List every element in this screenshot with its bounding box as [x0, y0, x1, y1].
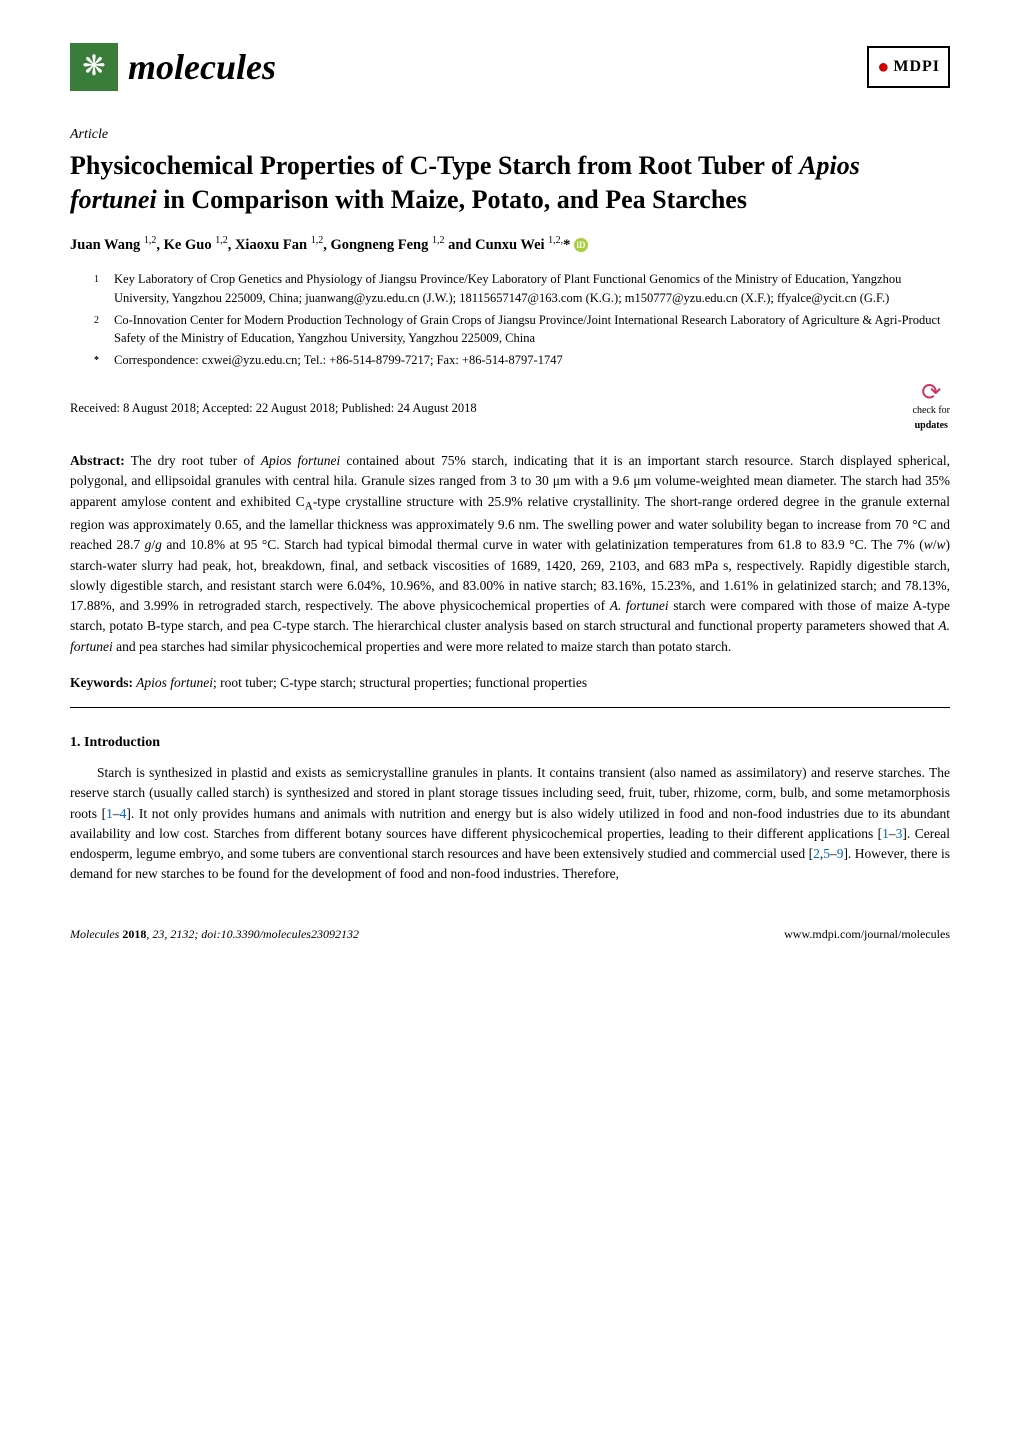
- section-1-heading: 1. Introduction: [70, 732, 950, 753]
- abstract-sub1: A: [305, 500, 313, 512]
- journal-name: molecules: [128, 40, 276, 94]
- intro-p1d: –: [889, 826, 896, 841]
- corr-text: Correspondence: cxwei@yzu.edu.cn; Tel.: …: [114, 351, 950, 370]
- ref-link-1b[interactable]: 1: [882, 826, 889, 841]
- keywords-label: Keywords:: [70, 675, 133, 690]
- publisher-name: MDPI: [893, 55, 940, 79]
- abstract-p1: The dry root tuber of: [125, 453, 261, 468]
- abstract-i5: w: [936, 537, 945, 552]
- affil-2-num: 2: [94, 311, 114, 349]
- mdpi-dot-icon: ●: [877, 52, 890, 82]
- section-divider: [70, 707, 950, 708]
- author-4-affil: 1,2: [432, 235, 445, 246]
- journal-logo-icon: ❋: [70, 43, 118, 91]
- author-2-affil: 1,2: [215, 235, 228, 246]
- keywords-i1: Apios fortunei: [133, 675, 213, 690]
- author-3-affil: 1,2: [311, 235, 324, 246]
- abstract-i6: A. fortunei: [610, 598, 669, 613]
- title-part2: in Comparison with Maize, Potato, and Pe…: [157, 185, 747, 214]
- affiliation-1: 1 Key Laboratory of Crop Genetics and Ph…: [94, 270, 950, 308]
- article-title: Physicochemical Properties of C-Type Sta…: [70, 149, 950, 217]
- abstract-p5: and 10.8% at 95 °C. Starch had typical b…: [162, 537, 924, 552]
- author-5: and Cunxu Wei: [444, 236, 548, 252]
- affil-1-text: Key Laboratory of Crop Genetics and Phys…: [114, 270, 950, 308]
- intro-paragraph-1: Starch is synthesized in plastid and exi…: [70, 763, 950, 885]
- ref-link-5[interactable]: 5: [823, 846, 830, 861]
- footer-citation: Molecules 2018, 23, 2132; doi:10.3390/mo…: [70, 925, 359, 943]
- intro-p1c: ]. It not only provides humans and anima…: [70, 806, 950, 841]
- author-5-affil: 1,2,: [548, 235, 563, 246]
- footer-year: 2018: [122, 927, 146, 941]
- corr-symbol: *: [94, 351, 114, 370]
- logo-glyph: ❋: [82, 46, 105, 88]
- affil-2-text: Co-Innovation Center for Modern Producti…: [114, 311, 950, 349]
- author-4: , Gongneng Feng: [323, 236, 432, 252]
- intro-p1b: –: [113, 806, 120, 821]
- check-updates-line1: check for: [913, 403, 950, 418]
- footer-doi: , 23, 2132; doi:10.3390/molecules2309213…: [146, 927, 359, 941]
- author-2: , Ke Guo: [156, 236, 215, 252]
- abstract-p9: and pea starches had similar physicochem…: [113, 639, 732, 654]
- corresponding-star: *: [563, 236, 570, 252]
- abstract-label: Abstract:: [70, 453, 125, 468]
- keywords: Keywords: Apios fortunei; root tuber; C-…: [70, 673, 950, 693]
- authors-line: Juan Wang 1,2, Ke Guo 1,2, Xiaoxu Fan 1,…: [70, 233, 950, 257]
- abstract-i1: Apios fortunei: [261, 453, 341, 468]
- title-part1: Physicochemical Properties of C-Type Sta…: [70, 151, 799, 180]
- abstract: Abstract: The dry root tuber of Apios fo…: [70, 451, 950, 657]
- abstract-i3: g: [155, 537, 162, 552]
- footer-url[interactable]: www.mdpi.com/journal/molecules: [784, 925, 950, 943]
- journal-logo-group: ❋ molecules: [70, 40, 276, 94]
- ref-link-1[interactable]: 1: [106, 806, 113, 821]
- affiliations-block: 1 Key Laboratory of Crop Genetics and Ph…: [70, 270, 950, 370]
- affiliation-2: 2 Co-Innovation Center for Modern Produc…: [94, 311, 950, 349]
- author-1-affil: 1,2: [144, 235, 157, 246]
- keywords-text: ; root tuber; C-type starch; structural …: [213, 675, 587, 690]
- author-1: Juan Wang: [70, 236, 144, 252]
- check-updates-line2: updates: [913, 418, 950, 433]
- check-updates-icon: ⟳: [913, 384, 950, 403]
- author-3: , Xiaoxu Fan: [228, 236, 311, 252]
- publisher-logo: ● MDPI: [867, 46, 950, 88]
- page-header: ❋ molecules ● MDPI: [70, 40, 950, 94]
- check-updates-badge[interactable]: ⟳ check for updates: [913, 384, 950, 433]
- affil-1-num: 1: [94, 270, 114, 308]
- article-type: Article: [70, 124, 950, 145]
- intro-p1g: –: [830, 846, 837, 861]
- publication-dates: Received: 8 August 2018; Accepted: 22 Au…: [70, 399, 477, 418]
- correspondence: * Correspondence: cxwei@yzu.edu.cn; Tel.…: [94, 351, 950, 370]
- orcid-icon[interactable]: iD: [574, 238, 588, 252]
- footer-journal: Molecules: [70, 927, 122, 941]
- dates-row: Received: 8 August 2018; Accepted: 22 Au…: [70, 384, 950, 433]
- abstract-i4: w: [924, 537, 933, 552]
- page-footer: Molecules 2018, 23, 2132; doi:10.3390/mo…: [70, 925, 950, 943]
- ref-link-2[interactable]: 2: [813, 846, 820, 861]
